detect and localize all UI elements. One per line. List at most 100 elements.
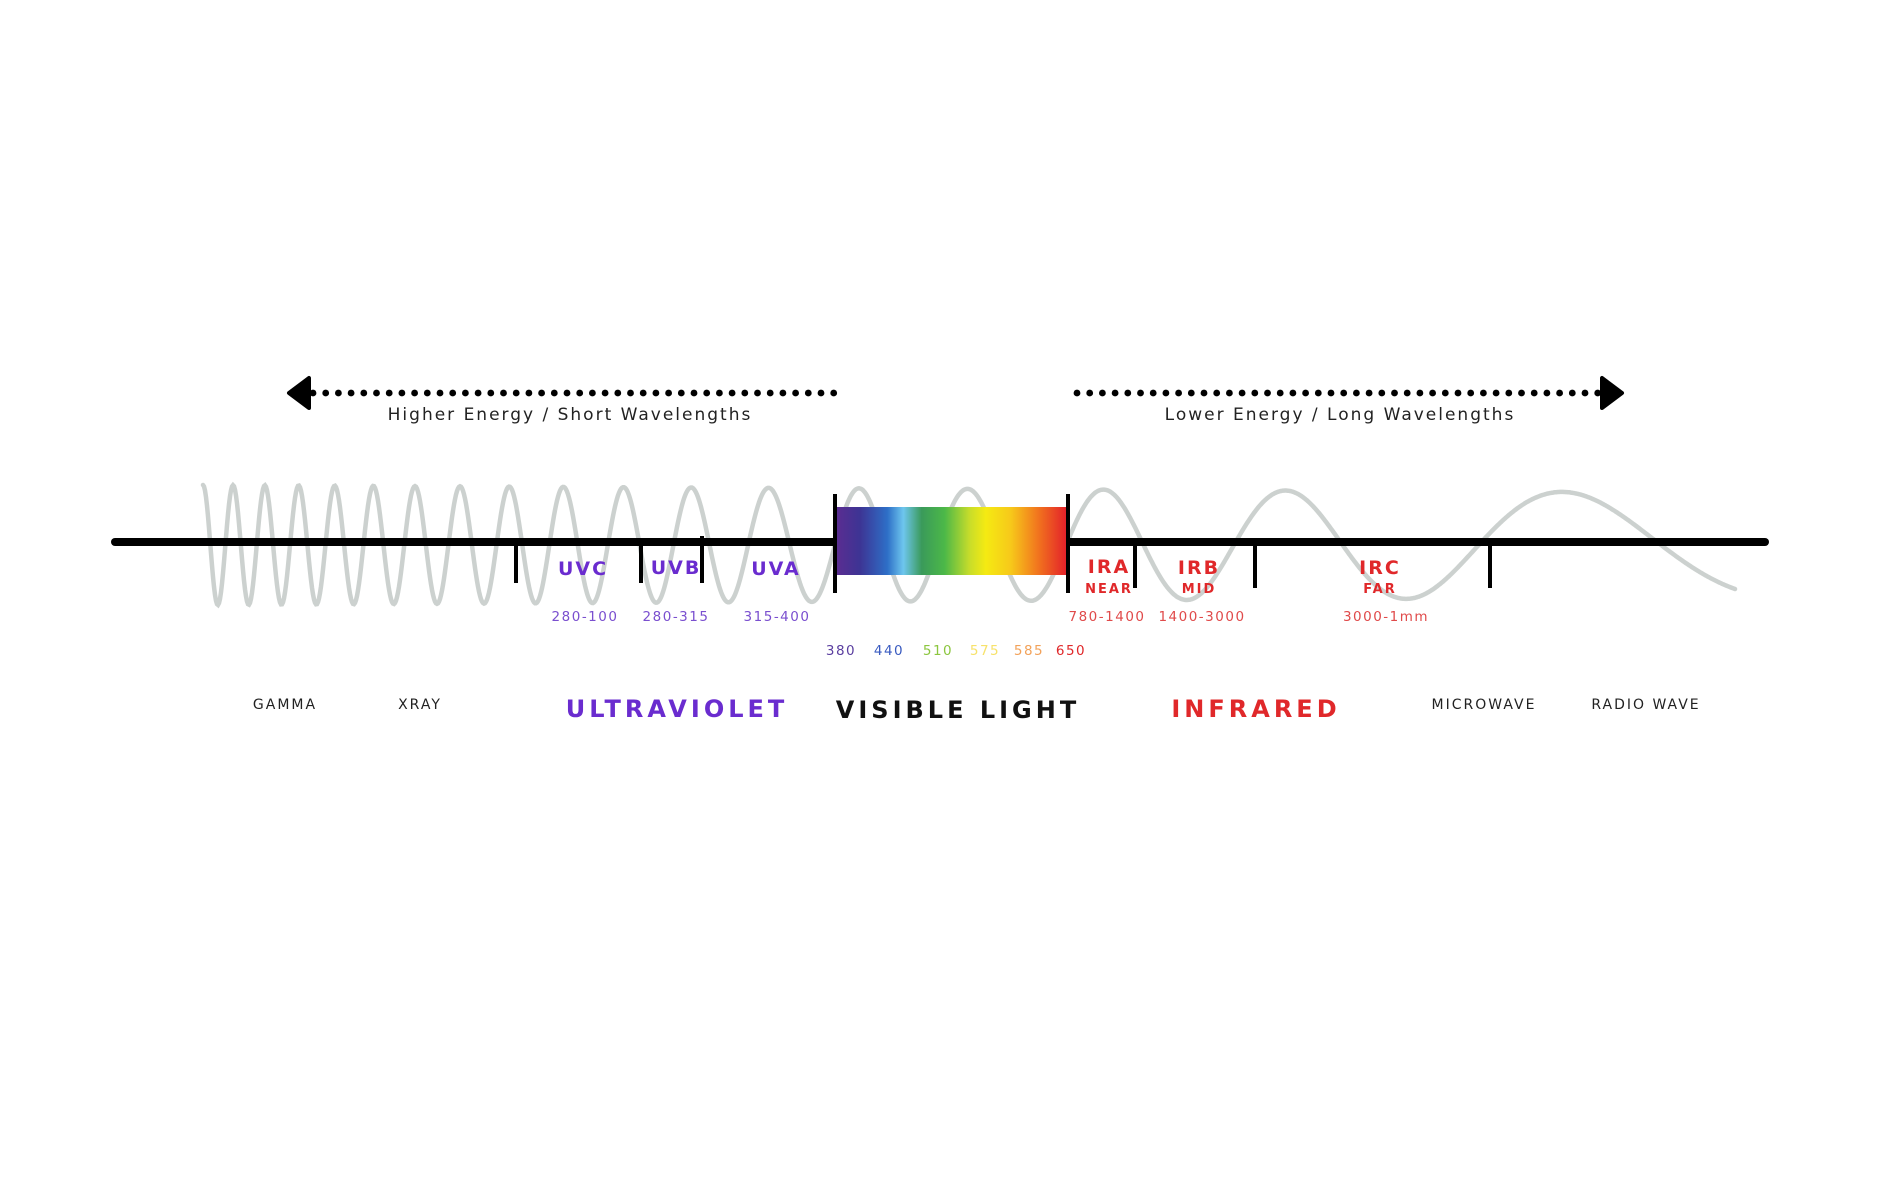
dot xyxy=(741,389,749,397)
dot xyxy=(728,389,736,397)
dot xyxy=(1073,389,1081,397)
dot xyxy=(1200,389,1208,397)
dot xyxy=(1530,389,1538,397)
dot xyxy=(1594,389,1602,397)
nm-label-510: 510 xyxy=(923,643,953,659)
dot xyxy=(1403,389,1411,397)
band-microwave: MICROWAVE xyxy=(1432,697,1537,713)
uvc-range: 280-100 xyxy=(552,609,619,625)
uvb-label: UVB xyxy=(651,557,702,579)
direction-right-label: Lower Energy / Long Wavelengths xyxy=(1165,405,1516,425)
dot xyxy=(1543,389,1551,397)
dot xyxy=(1187,389,1195,397)
dot xyxy=(449,389,457,397)
dot xyxy=(627,389,634,397)
dot xyxy=(322,389,330,397)
nm-label-650: 650 xyxy=(1056,643,1086,659)
band-gamma: GAMMA xyxy=(253,697,317,713)
dot xyxy=(614,389,622,397)
arrow-left-icon xyxy=(287,376,311,410)
dot xyxy=(1137,389,1144,397)
dot xyxy=(1099,389,1106,397)
irb-sublabel: MID xyxy=(1182,582,1217,597)
ira-sublabel: NEAR xyxy=(1085,582,1133,597)
dotted-line-right xyxy=(1073,389,1602,397)
dot xyxy=(1251,389,1259,397)
ira-range: 780-1400 xyxy=(1069,609,1146,625)
dot xyxy=(474,389,482,397)
band-xray: XRAY xyxy=(398,697,442,713)
nm-label-575: 575 xyxy=(970,643,1000,659)
dot xyxy=(1289,389,1297,397)
band-radio-wave: RADIO WAVE xyxy=(1591,697,1700,713)
dot xyxy=(1213,389,1221,397)
dot xyxy=(462,389,469,397)
dot xyxy=(373,389,380,397)
dot xyxy=(754,389,761,397)
dot xyxy=(385,389,393,397)
dot xyxy=(347,389,355,397)
uva-label: UVA xyxy=(751,558,801,580)
dot xyxy=(690,389,698,397)
uvb-range: 280-315 xyxy=(643,609,710,625)
direction-right: Lower Energy / Long Wavelengths xyxy=(1073,376,1624,425)
dot xyxy=(1086,389,1094,397)
irb-range: 1400-3000 xyxy=(1158,609,1245,625)
dot xyxy=(1226,389,1233,397)
dot xyxy=(766,389,774,397)
dot xyxy=(525,389,533,397)
dot xyxy=(601,389,609,397)
dot xyxy=(1441,389,1449,397)
dot xyxy=(550,389,558,397)
uva-range: 315-400 xyxy=(744,609,811,625)
dot xyxy=(335,389,342,397)
dot xyxy=(1581,389,1589,397)
dot xyxy=(1340,389,1348,397)
irc-sublabel: FAR xyxy=(1363,582,1396,597)
dot xyxy=(639,389,647,397)
dot xyxy=(1314,389,1322,397)
dot xyxy=(1264,389,1271,397)
nm-label-380: 380 xyxy=(826,643,856,659)
dot xyxy=(1568,389,1576,397)
dot xyxy=(1429,389,1436,397)
dot xyxy=(1353,389,1360,397)
direction-left-label: Higher Energy / Short Wavelengths xyxy=(388,405,753,425)
dot xyxy=(1467,389,1475,397)
dot xyxy=(817,389,825,397)
dot xyxy=(1149,389,1157,397)
visible-spectrum-bar xyxy=(837,507,1066,575)
dot xyxy=(589,389,596,397)
dot xyxy=(1124,389,1132,397)
irb-label: IRB xyxy=(1178,557,1220,579)
irc-label: IRC xyxy=(1359,557,1401,579)
dot xyxy=(1365,389,1373,397)
dot xyxy=(1416,389,1424,397)
dot xyxy=(652,389,660,397)
dot xyxy=(576,389,584,397)
dot xyxy=(1556,389,1563,397)
dot xyxy=(538,389,545,397)
dot xyxy=(1238,389,1246,397)
dot xyxy=(1391,389,1398,397)
nm-label-440: 440 xyxy=(874,643,904,659)
dot xyxy=(1175,389,1182,397)
dot xyxy=(1518,389,1525,397)
dot xyxy=(1492,389,1500,397)
dot xyxy=(411,389,418,397)
dot xyxy=(1480,389,1487,397)
band-ultraviolet: ULTRAVIOLET xyxy=(566,695,789,723)
band-visible-light: VISIBLE LIGHT xyxy=(836,696,1080,724)
dot xyxy=(665,389,672,397)
dot xyxy=(1378,389,1386,397)
dot xyxy=(779,389,787,397)
dot xyxy=(500,389,507,397)
dot xyxy=(804,389,812,397)
dot xyxy=(1302,389,1309,397)
dot xyxy=(1162,389,1170,397)
ira-label: IRA xyxy=(1088,556,1130,578)
dot xyxy=(436,389,444,397)
dot xyxy=(716,389,723,397)
